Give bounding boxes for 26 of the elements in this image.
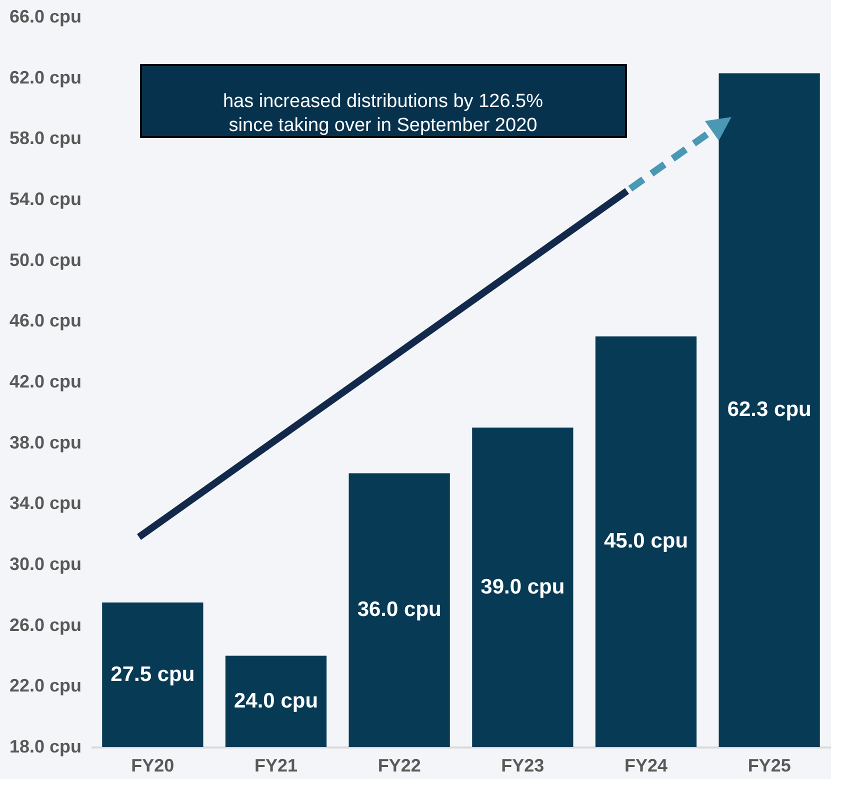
x-tick-label: FY23	[501, 756, 544, 776]
annotation: has increased distributions by 126.5% since taking over in September 2020	[222, 91, 544, 136]
y-tick-label: 22.0 cpu	[9, 676, 82, 696]
y-tick-label: 42.0 cpu	[9, 372, 82, 392]
x-tick-label: FY22	[378, 756, 421, 776]
y-tick-label: 58.0 cpu	[9, 128, 82, 148]
y-tick-label: 18.0 cpu	[9, 736, 82, 756]
y-tick-label: 26.0 cpu	[9, 614, 82, 635]
data-label: 24.0 cpu	[234, 689, 318, 712]
data-label: 45.0 cpu	[604, 530, 688, 553]
data-label: 62.3 cpu	[727, 398, 812, 422]
x-tick-label: FY20	[131, 756, 174, 776]
y-tick-label: 50.0 cpu	[9, 250, 82, 270]
x-tick-label: FY25	[748, 756, 791, 776]
data-label: 39.0 cpu	[480, 575, 565, 598]
y-tick-label: 30.0 cpu	[9, 554, 82, 574]
x-tick-label: FY24	[624, 756, 668, 776]
data-label: 36.0 cpu	[357, 598, 442, 622]
y-tick-label: 38.0 cpu	[9, 432, 82, 452]
y-tick-label: 62.0 cpu	[9, 67, 82, 88]
x-tick-label: FY21	[254, 756, 298, 776]
y-tick-label: 54.0 cpu	[9, 189, 82, 209]
y-tick-label: 34.0 cpu	[9, 493, 82, 514]
y-tick-label: 46.0 cpu	[9, 310, 82, 331]
data-label: 27.5 cpu	[110, 662, 195, 686]
y-tick-label: 66.0 cpu	[9, 6, 82, 26]
